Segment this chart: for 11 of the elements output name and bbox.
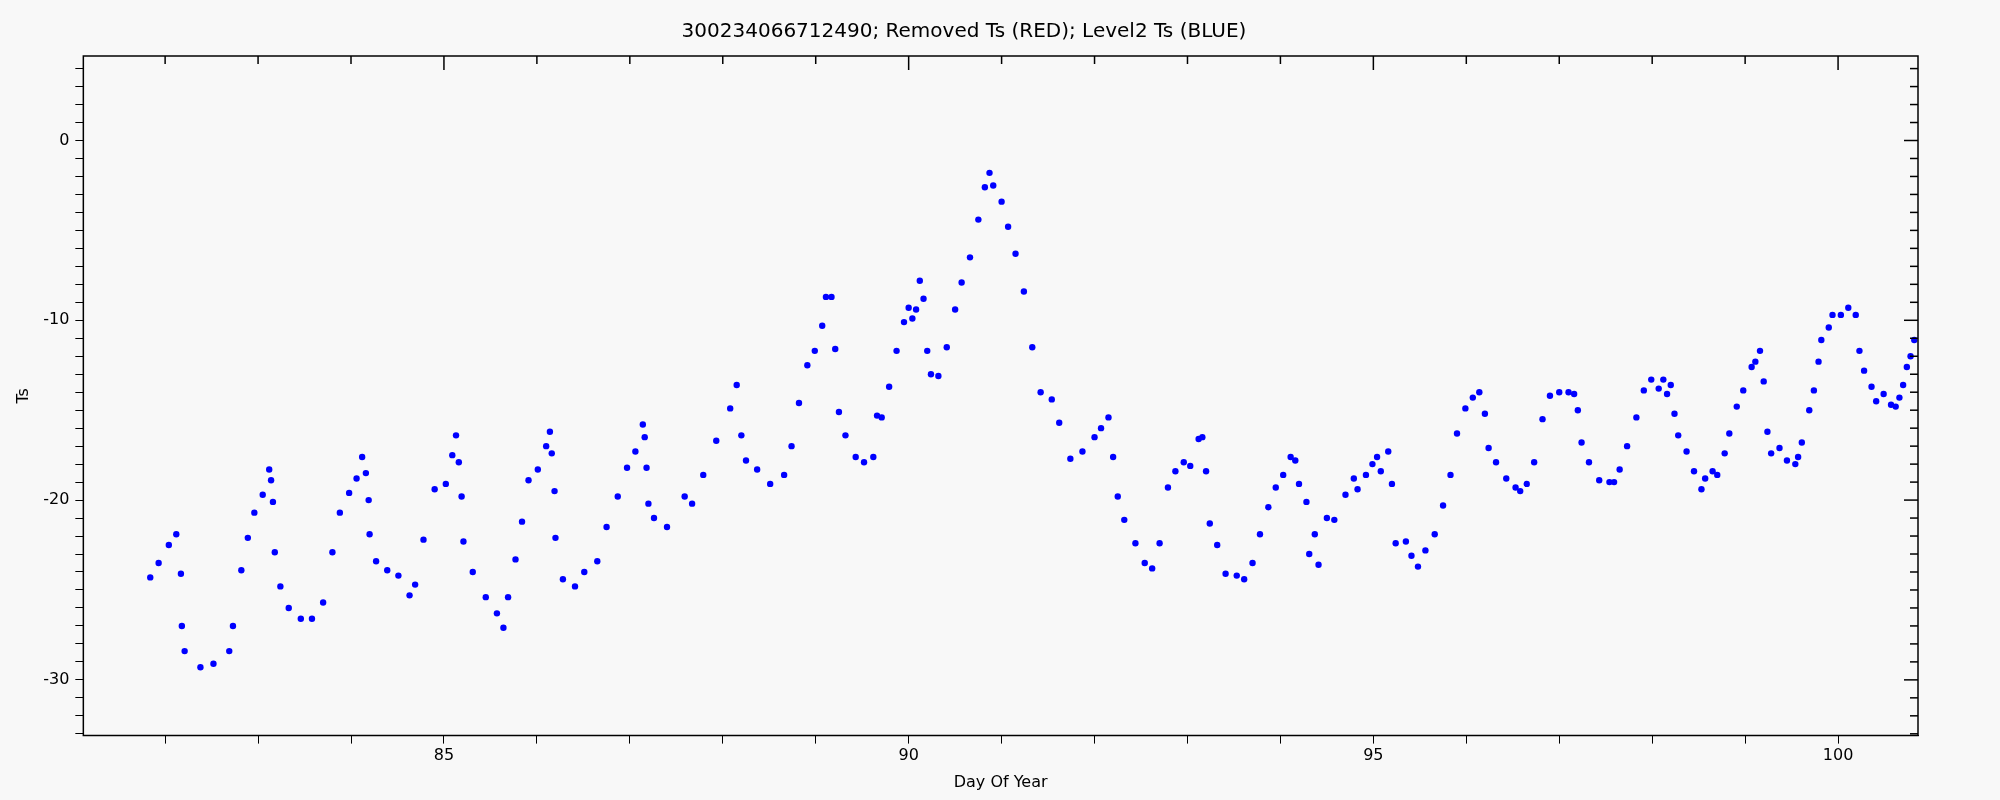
y-tick-label: -20	[43, 489, 70, 509]
y-axis-title: Ts	[12, 388, 32, 405]
chart-title: 300234066712490; Removed Ts (RED); Level2 Ts (BLUE)	[681, 18, 1247, 43]
y-tick-label: 0	[59, 129, 70, 149]
y-tick-label: -10	[43, 309, 70, 329]
x-tick-label: 90	[898, 745, 919, 765]
y-tick-label: -30	[43, 669, 70, 689]
x-tick-label: 100	[1822, 745, 1854, 765]
x-tick-label: 85	[433, 745, 455, 765]
x-axis-title: Day Of Year	[953, 771, 1049, 791]
x-tick-label: 95	[1363, 745, 1384, 765]
